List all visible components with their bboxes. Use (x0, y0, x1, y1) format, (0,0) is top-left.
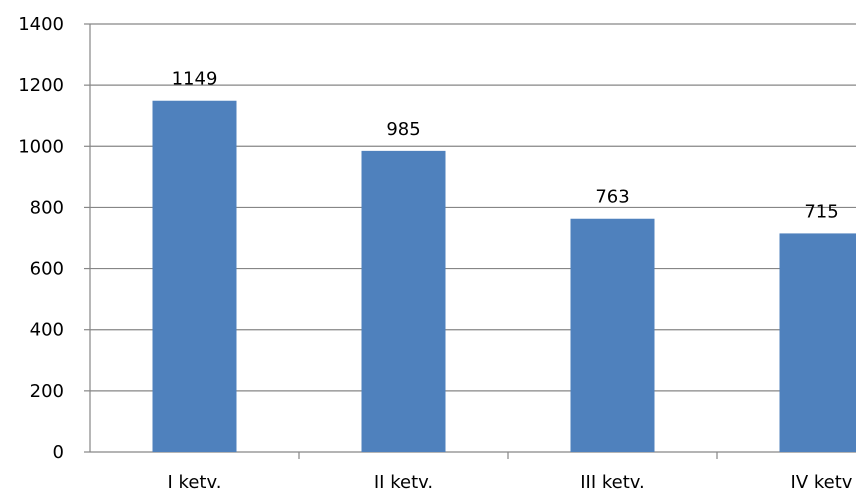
y-tick-label: 800 (30, 197, 64, 218)
x-category-label: II ketv. (374, 472, 433, 491)
y-tick-label: 1200 (18, 75, 64, 96)
x-category-label: III ketv. (580, 472, 645, 491)
bar (570, 218, 655, 452)
bar (152, 100, 237, 452)
bars (152, 100, 856, 452)
y-tick-label: 200 (30, 381, 64, 402)
data-label: 715 (804, 201, 838, 222)
x-category-label: I ketv. (168, 472, 222, 491)
bar (361, 150, 446, 452)
bar (779, 233, 856, 452)
data-label: 985 (386, 119, 420, 140)
y-tick-label: 1400 (18, 14, 64, 35)
y-tick-label: 400 (30, 320, 64, 341)
y-tick-label: 0 (53, 442, 64, 463)
data-label: 1149 (172, 69, 218, 90)
y-tick-label: 600 (30, 259, 64, 280)
data-label: 763 (595, 187, 629, 208)
y-tick-label: 1000 (18, 136, 64, 157)
x-category-label: IV ketv (791, 472, 853, 491)
labels: 0 200 400 600 800 1000 1200 1400 1149 I ketv. 985 I… (18, 14, 853, 491)
